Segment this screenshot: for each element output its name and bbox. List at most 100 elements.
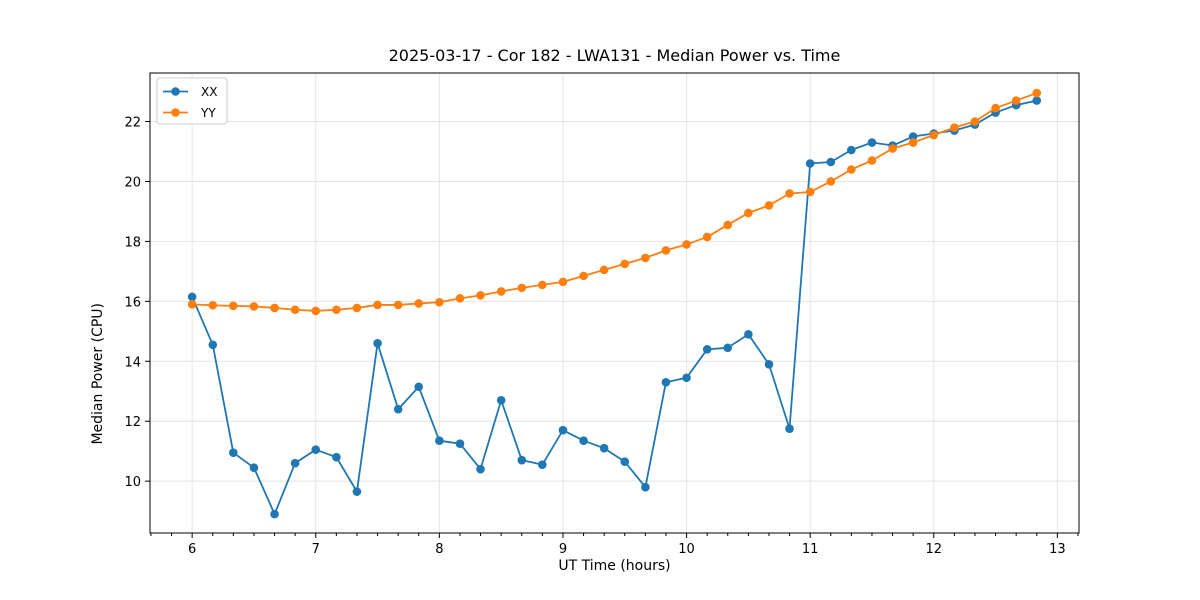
series-yy-marker xyxy=(373,300,382,310)
series-xx-marker xyxy=(744,330,753,339)
series-yy-marker xyxy=(435,297,444,307)
series-yy-marker xyxy=(682,240,691,249)
legend-item-xx: XX xyxy=(163,85,217,99)
series-yy-marker xyxy=(888,144,897,153)
series-yy-marker xyxy=(908,138,918,147)
series-yy-line xyxy=(191,92,1038,312)
series-yy-marker xyxy=(496,287,506,296)
plot-border xyxy=(149,72,1080,534)
series-yy-marker xyxy=(270,303,279,313)
x-tick-label: 6 xyxy=(188,542,196,557)
x-axis-label: UT Time (hours) xyxy=(558,558,671,574)
series-yy xyxy=(187,88,1042,316)
series-xx-marker xyxy=(641,482,650,492)
series-xx-marker xyxy=(723,343,733,353)
series-xx-marker xyxy=(435,436,444,446)
series-xx-marker xyxy=(805,159,815,168)
series-yy-marker xyxy=(764,201,774,210)
series-yy-marker xyxy=(187,300,197,309)
series-xx-marker xyxy=(208,340,218,350)
series-xx-marker xyxy=(290,458,300,468)
series-xx-marker xyxy=(579,436,588,446)
series-yy-marker xyxy=(352,303,362,313)
series-yy-marker xyxy=(950,123,959,132)
series-xx-marker xyxy=(270,509,279,519)
series-xx-marker xyxy=(187,292,197,302)
series-yy-marker xyxy=(558,277,568,287)
series-yy-marker xyxy=(455,294,465,303)
series-xx-marker xyxy=(311,445,321,454)
series-yy-marker xyxy=(620,259,630,269)
axis-ticks xyxy=(145,121,1079,538)
series-yy-marker xyxy=(991,103,1000,113)
series-yy-marker xyxy=(208,300,218,310)
series-yy-marker xyxy=(785,189,794,198)
series-xx-marker xyxy=(867,138,877,147)
series-yy-marker xyxy=(723,220,733,230)
series-xx-marker xyxy=(847,145,856,155)
chart-title: 2025-03-17 - Cor 182 - LWA131 - Median P… xyxy=(388,46,841,65)
y-tick-label: 10 xyxy=(124,475,141,490)
x-tick-label: 9 xyxy=(559,542,567,557)
x-tick-label: 8 xyxy=(435,542,443,557)
series-yy-marker xyxy=(702,232,712,242)
x-tick-label: 7 xyxy=(312,542,320,557)
series-xx-marker xyxy=(476,464,485,474)
series-xx-marker xyxy=(517,455,527,465)
x-tick-label: 13 xyxy=(1049,542,1066,557)
series-yy-marker xyxy=(1011,96,1021,105)
series-yy-marker xyxy=(929,130,939,140)
series-xx-marker xyxy=(352,487,362,496)
series-yy-marker xyxy=(332,305,341,315)
series-yy-marker xyxy=(826,177,836,186)
legend-marker-sample xyxy=(171,87,180,96)
x-tick-label: 12 xyxy=(925,542,942,557)
series-yy-marker xyxy=(393,300,403,310)
series-xx-marker xyxy=(620,457,630,466)
series-xx-marker xyxy=(373,339,382,348)
series-xx-marker xyxy=(661,377,671,387)
series-xx-marker xyxy=(332,452,341,462)
series-yy-marker xyxy=(1032,88,1042,98)
series-yy-marker xyxy=(414,299,424,308)
series-yy-marker xyxy=(579,271,588,281)
series-yy-marker xyxy=(476,291,485,300)
y-tick-label: 16 xyxy=(124,295,141,310)
series-yy-marker xyxy=(290,305,300,315)
series-xx-marker xyxy=(538,460,547,469)
y-axis-label-text: Median Power (CPU) xyxy=(90,302,106,445)
axis-tick-labels: 6 7 8 9 10 11 12 13 10 12 14 16 18 20 22 xyxy=(124,116,1065,557)
legend-label: YY xyxy=(200,106,216,120)
legend-label: XX xyxy=(201,85,217,99)
series-yy-marker xyxy=(867,156,877,165)
series-yy-marker xyxy=(249,302,259,311)
legend: XX YY xyxy=(156,77,228,125)
y-tick-label: 22 xyxy=(124,116,141,131)
series-xx-marker xyxy=(785,424,794,434)
series-yy-marker xyxy=(661,246,671,255)
series-yy-marker xyxy=(517,283,527,293)
series-xx-marker xyxy=(826,157,836,167)
legend-marker-sample xyxy=(171,108,180,117)
series-yy-marker xyxy=(641,253,650,263)
series-yy-marker xyxy=(970,117,980,126)
x-tick-label: 11 xyxy=(802,542,819,557)
series-xx-marker xyxy=(702,344,712,354)
series-yy-marker xyxy=(599,265,609,275)
series-xx-marker xyxy=(1032,96,1042,105)
gridlines xyxy=(150,73,1079,533)
series-xx-marker xyxy=(682,373,691,383)
series-xx-marker xyxy=(496,395,506,405)
series-yy-marker xyxy=(311,306,321,316)
series-yy-marker xyxy=(538,280,547,290)
series-xx-marker xyxy=(455,439,465,448)
series-xx-marker xyxy=(229,448,238,457)
series-xx-marker xyxy=(414,382,424,392)
series-xx-marker xyxy=(558,425,568,435)
legend-item-yy: YY xyxy=(163,106,216,120)
y-tick-label: 14 xyxy=(124,355,141,370)
series-xx xyxy=(187,96,1042,519)
series-xx-marker xyxy=(764,359,774,369)
